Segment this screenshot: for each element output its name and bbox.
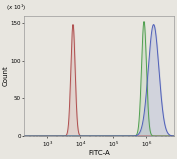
Y-axis label: Count: Count <box>3 65 9 86</box>
X-axis label: FITC-A: FITC-A <box>88 150 110 156</box>
Text: $(x\ 10^1)$: $(x\ 10^1)$ <box>6 3 27 13</box>
